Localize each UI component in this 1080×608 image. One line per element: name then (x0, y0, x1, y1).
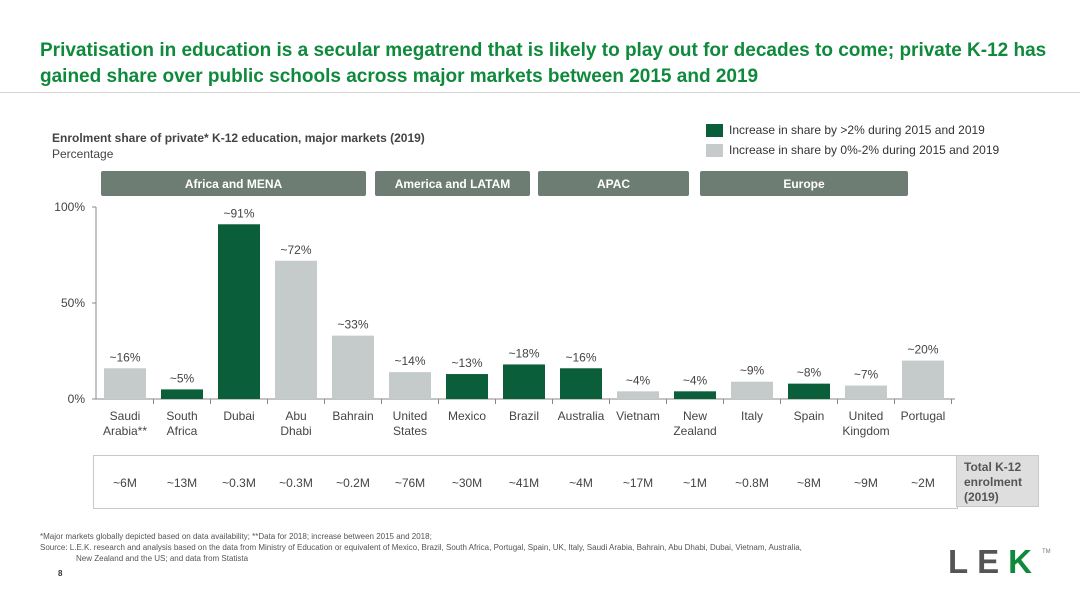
y-tick-label: 0% (68, 392, 86, 406)
x-tick-label: Portugal (901, 409, 946, 423)
x-tick-label: Abu (285, 409, 306, 423)
footnote-line-1: *Major markets globally depicted based o… (40, 532, 432, 541)
legend: Increase in share by >2% during 2015 and… (706, 120, 999, 160)
data-label: ~18% (508, 346, 539, 360)
legend-swatch-high (706, 123, 723, 137)
data-label: ~20% (907, 343, 938, 357)
x-tick-label: Dubai (223, 409, 254, 423)
bar (104, 368, 146, 399)
bar (218, 224, 260, 399)
enrolment-value: ~13M (166, 476, 198, 490)
enrolment-value: ~41M (508, 476, 540, 490)
data-label: ~33% (337, 318, 368, 332)
enrolment-value: ~30M (451, 476, 483, 490)
bar (731, 381, 773, 399)
x-tick-label: South (166, 409, 197, 423)
data-label: ~14% (394, 354, 425, 368)
data-label: ~72% (280, 243, 311, 257)
enrolment-value: ~0.8M (735, 476, 769, 490)
bar (161, 389, 203, 399)
data-label: ~16% (565, 350, 596, 364)
page-title: Privatisation in education is a secular … (40, 40, 1047, 87)
x-tick-label: Dhabi (280, 424, 311, 438)
data-label: ~9% (740, 364, 765, 378)
enrolment-value: ~1M (683, 476, 707, 490)
x-tick-label: Spain (794, 409, 825, 423)
x-tick-label: Mexico (448, 409, 486, 423)
data-label: ~13% (451, 356, 482, 370)
bar (560, 368, 602, 399)
lek-logo: LEK (948, 543, 1041, 581)
x-tick-label: Zealand (673, 424, 716, 438)
legend-label-high: Increase in share by >2% during 2015 and… (729, 123, 985, 137)
x-tick-label: Kingdom (842, 424, 889, 438)
data-label: ~4% (626, 373, 651, 387)
enrolment-value: ~0.2M (336, 476, 370, 490)
enrolment-value: ~17M (622, 476, 654, 490)
logo-k: K (1008, 543, 1042, 580)
data-label: ~91% (223, 206, 254, 220)
x-tick-label: United (849, 409, 884, 423)
x-tick-label: Africa (167, 424, 198, 438)
bar (845, 385, 887, 399)
enrolment-value: ~4M (569, 476, 593, 490)
x-tick-label: Vietnam (616, 409, 660, 423)
enrolment-value: ~2M (911, 476, 935, 490)
x-tick-label: Saudi (110, 409, 141, 423)
enrolment-value: ~0.3M (222, 476, 256, 490)
x-tick-label: New (683, 409, 707, 423)
data-label: ~7% (854, 368, 879, 382)
logo-text: LE (948, 543, 1009, 580)
enrolment-value: ~76M (394, 476, 426, 490)
enrolment-value: ~9M (854, 476, 878, 490)
title-divider (0, 92, 1080, 93)
legend-item-low: Increase in share by 0%-2% during 2015 a… (706, 140, 999, 160)
region-apac: APAC (538, 171, 689, 196)
legend-item-high: Increase in share by >2% during 2015 and… (706, 120, 999, 140)
region-africa-mena: Africa and MENA (101, 171, 366, 196)
legend-label-low: Increase in share by 0%-2% during 2015 a… (729, 143, 1000, 157)
data-label: ~8% (797, 366, 822, 380)
chart-title: Enrolment share of private* K-12 educati… (52, 131, 425, 145)
y-tick-label: 50% (61, 296, 85, 310)
data-label: ~16% (109, 350, 140, 364)
bar (389, 372, 431, 399)
region-europe: Europe (700, 171, 908, 196)
data-label: ~4% (683, 373, 708, 387)
x-tick-label: United (393, 409, 428, 423)
legend-swatch-low (706, 143, 723, 157)
bar (902, 360, 944, 399)
chart-subtitle: Percentage (52, 147, 114, 161)
bar (788, 383, 830, 399)
footnote: *Major markets globally depicted based o… (40, 531, 920, 564)
footnote-line-2: Source: L.E.K. research and analysis bas… (40, 543, 802, 552)
enrolment-value: ~0.3M (279, 476, 313, 490)
enrolment-value: ~8M (797, 476, 821, 490)
bar (332, 335, 374, 399)
x-tick-label: Australia (558, 409, 605, 423)
data-label: ~5% (170, 371, 195, 385)
x-tick-label: States (393, 424, 427, 438)
x-tick-label: Arabia** (103, 424, 147, 438)
bar (674, 391, 716, 399)
region-america-latam: America and LATAM (375, 171, 530, 196)
bar (446, 374, 488, 399)
bar (503, 364, 545, 399)
x-tick-label: Italy (741, 409, 763, 423)
x-tick-label: Brazil (509, 409, 539, 423)
page-number: 8 (58, 569, 63, 578)
x-tick-label: Bahrain (332, 409, 373, 423)
bar (617, 391, 659, 399)
y-tick-label: 100% (54, 200, 85, 214)
footnote-line-3: New Zealand and the US; and data from St… (76, 554, 249, 563)
logo-tm: TM (1042, 549, 1051, 555)
enrolment-label: Total K-12 enrolment (2019) (956, 455, 1039, 507)
enrolment-value: ~6M (113, 476, 137, 490)
bar (275, 260, 317, 399)
